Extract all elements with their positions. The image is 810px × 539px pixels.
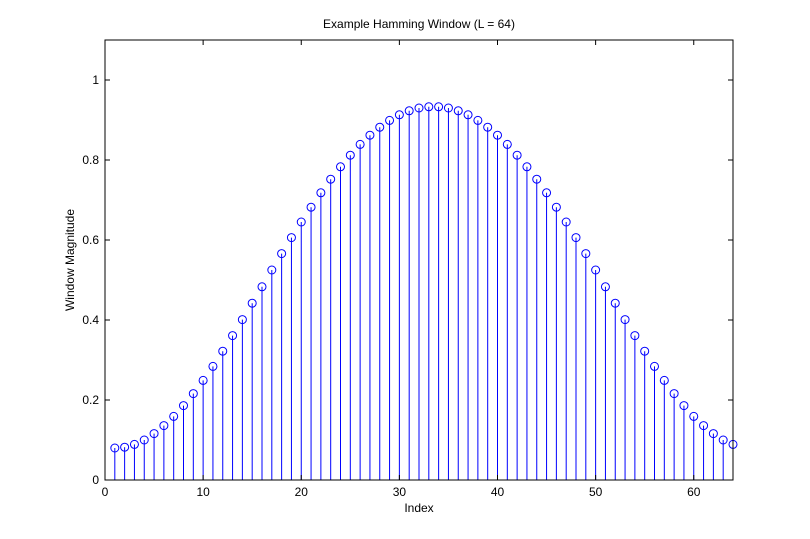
stem-marker	[581, 249, 591, 259]
stem-marker	[257, 282, 267, 292]
x-tick-label: 0	[102, 485, 109, 499]
stem-marker	[532, 174, 542, 184]
stem-marker	[267, 265, 277, 275]
stem-marker	[129, 439, 139, 449]
stem-marker	[453, 106, 463, 116]
stem-marker	[473, 115, 483, 125]
stem-marker	[355, 139, 365, 149]
stem-marker	[659, 375, 669, 385]
stem-marker	[110, 443, 120, 453]
stem-marker	[286, 233, 296, 243]
stem-marker	[149, 429, 159, 439]
y-tick-label: 0.8	[82, 153, 99, 167]
stem-marker	[159, 421, 169, 431]
stem-marker	[610, 298, 620, 308]
stem-marker	[424, 102, 434, 112]
y-tick-label: 0.2	[82, 393, 99, 407]
stem-marker	[277, 249, 287, 259]
stem-marker	[375, 122, 385, 132]
stem-marker	[414, 103, 424, 113]
y-tick-label: 0.4	[82, 313, 99, 327]
stem-marker	[228, 331, 238, 341]
stem-marker	[551, 202, 561, 212]
stem-marker	[247, 298, 257, 308]
stem-marker	[394, 110, 404, 120]
stem-marker	[620, 315, 630, 325]
stem-marker	[404, 106, 414, 116]
x-tick-label: 40	[491, 485, 505, 499]
stem-marker	[650, 361, 659, 371]
stem-marker	[689, 411, 699, 421]
y-axis-ticks: 0 0.2 0.4 0.6 0.8 1	[82, 73, 733, 487]
stem-marker	[198, 375, 208, 385]
stem-marker	[316, 188, 326, 198]
stem-marker	[669, 389, 679, 399]
stem-series	[110, 102, 738, 480]
stem-marker	[542, 188, 552, 198]
x-tick-label: 50	[589, 485, 603, 499]
stem-marker	[571, 233, 581, 243]
stem-marker	[120, 442, 130, 452]
stem-marker	[708, 429, 718, 439]
stem-marker	[512, 150, 522, 160]
stem-marker	[385, 115, 395, 125]
y-tick-label: 0.6	[82, 233, 99, 247]
stem-marker	[218, 346, 228, 356]
stem-marker	[718, 435, 728, 445]
y-axis-label: Window Magnitude	[63, 209, 77, 311]
stem-marker	[493, 130, 502, 140]
stem-marker	[296, 217, 306, 227]
stem-marker	[237, 315, 247, 325]
stem-marker	[139, 435, 149, 445]
stem-marker	[679, 401, 689, 411]
x-axis-label: Index	[404, 501, 433, 515]
stem-marker	[443, 103, 453, 113]
x-axis-ticks: 0 10 20 30 40 50 60	[102, 40, 701, 499]
stem-marker	[522, 162, 532, 172]
stem-marker	[502, 139, 512, 149]
x-tick-label: 60	[687, 485, 701, 499]
stem-marker	[365, 130, 375, 140]
stem-marker	[188, 389, 198, 399]
stem-marker	[463, 110, 473, 120]
stem-marker	[640, 346, 650, 356]
stem-marker	[591, 265, 601, 275]
stem-marker	[336, 162, 345, 172]
x-tick-label: 20	[295, 485, 309, 499]
stem-marker	[483, 122, 493, 132]
x-tick-label: 10	[196, 485, 210, 499]
stem-marker	[169, 411, 179, 421]
x-tick-label: 30	[393, 485, 407, 499]
stem-marker	[179, 401, 188, 411]
chart-title: Example Hamming Window (L = 64)	[323, 17, 515, 31]
stem-marker	[345, 150, 355, 160]
y-tick-label: 1	[92, 73, 99, 87]
stem-marker	[630, 331, 640, 341]
stem-marker	[699, 421, 709, 431]
stem-marker	[434, 102, 444, 112]
stem-marker	[600, 282, 610, 292]
plot-area-frame	[104, 39, 734, 481]
stem-marker	[208, 361, 218, 371]
stem-marker	[561, 217, 571, 227]
y-tick-label: 0	[92, 473, 99, 487]
stem-marker	[306, 202, 316, 212]
stem-marker	[326, 174, 336, 184]
